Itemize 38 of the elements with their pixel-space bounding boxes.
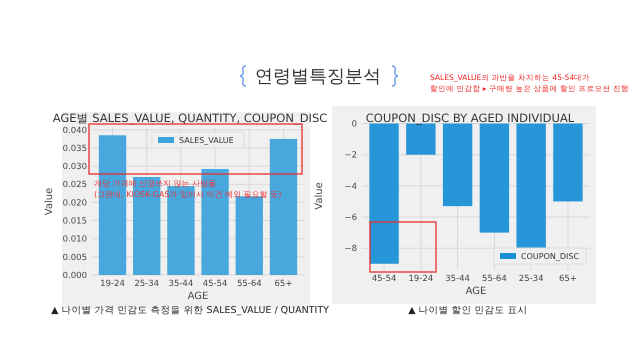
legend-label: SALES_VALUE [179,136,234,145]
x-tick-label: 19-24 [408,274,434,284]
bar [270,138,298,275]
y-tick-label: 0.020 [62,198,87,208]
x-axis-title: AGE [466,286,486,297]
y-tick-label: 0.000 [62,270,87,281]
x-tick-label: 55-64 [236,279,262,289]
y-tick-label: 0.025 [62,180,87,190]
chart-title: COUPON_DISC BY AGED INDIVIDUAL [366,111,575,125]
x-tick-label: 35-44 [168,279,194,289]
y-tick-label: −6 [344,213,357,224]
y-tick-label: 0.035 [62,144,87,154]
y-tick-label: −2 [344,150,357,161]
x-tick-label: 25-34 [134,279,160,289]
x-tick-label: 45-54 [202,279,228,289]
x-tick-label: 65+ [558,274,577,284]
x-tick-label: 35-44 [445,274,470,284]
chart-title: AGE별 SALES_VALUE, QUANTITY, COUPON_DISC [52,111,328,125]
x-tick-label: 45-54 [372,274,396,284]
y-tick-label: 0 [352,120,357,130]
x-axis-title: AGE [188,291,208,302]
text: ▲ 나이별 할인 민감도 표시 [408,305,528,316]
y-tick-label: −8 [344,244,357,254]
x-tick-label: 19-24 [100,279,125,289]
x-tick-label: 55-64 [482,274,507,284]
y-axis-title: Value [44,188,55,216]
text: 연령별특징분석 [255,66,381,87]
y-tick-label: 0.040 [62,126,87,136]
x-tick-label: 25-34 [518,274,544,284]
y-tick-label: 0.010 [62,234,87,245]
y-tick-label: 0.005 [62,252,87,263]
y-tick-label: −4 [344,182,357,192]
legend-label: COUPON_DISC [521,252,580,261]
text: ▲ 나이별 가격 민감도 측정을 위한 SALES_VALUE / QUANTITY [51,305,330,316]
x-tick-label: 65+ [274,279,292,289]
y-axis-title: Value [314,182,325,210]
y-tick-label: 0.030 [62,162,87,172]
y-tick-label: 0.015 [62,216,87,227]
